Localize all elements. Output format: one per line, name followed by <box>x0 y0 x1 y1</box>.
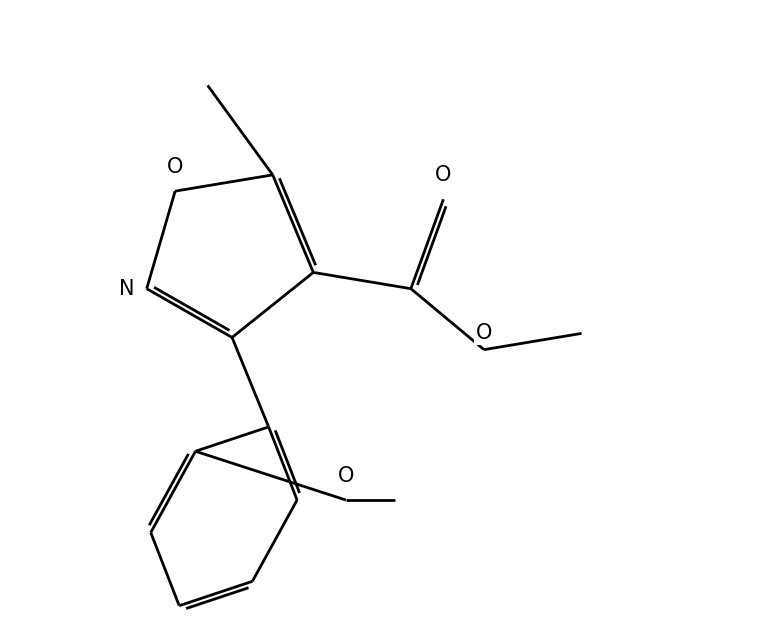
Text: O: O <box>476 323 492 344</box>
Text: O: O <box>338 465 354 486</box>
Text: O: O <box>435 165 451 185</box>
Text: O: O <box>167 157 183 177</box>
Text: N: N <box>118 279 135 298</box>
